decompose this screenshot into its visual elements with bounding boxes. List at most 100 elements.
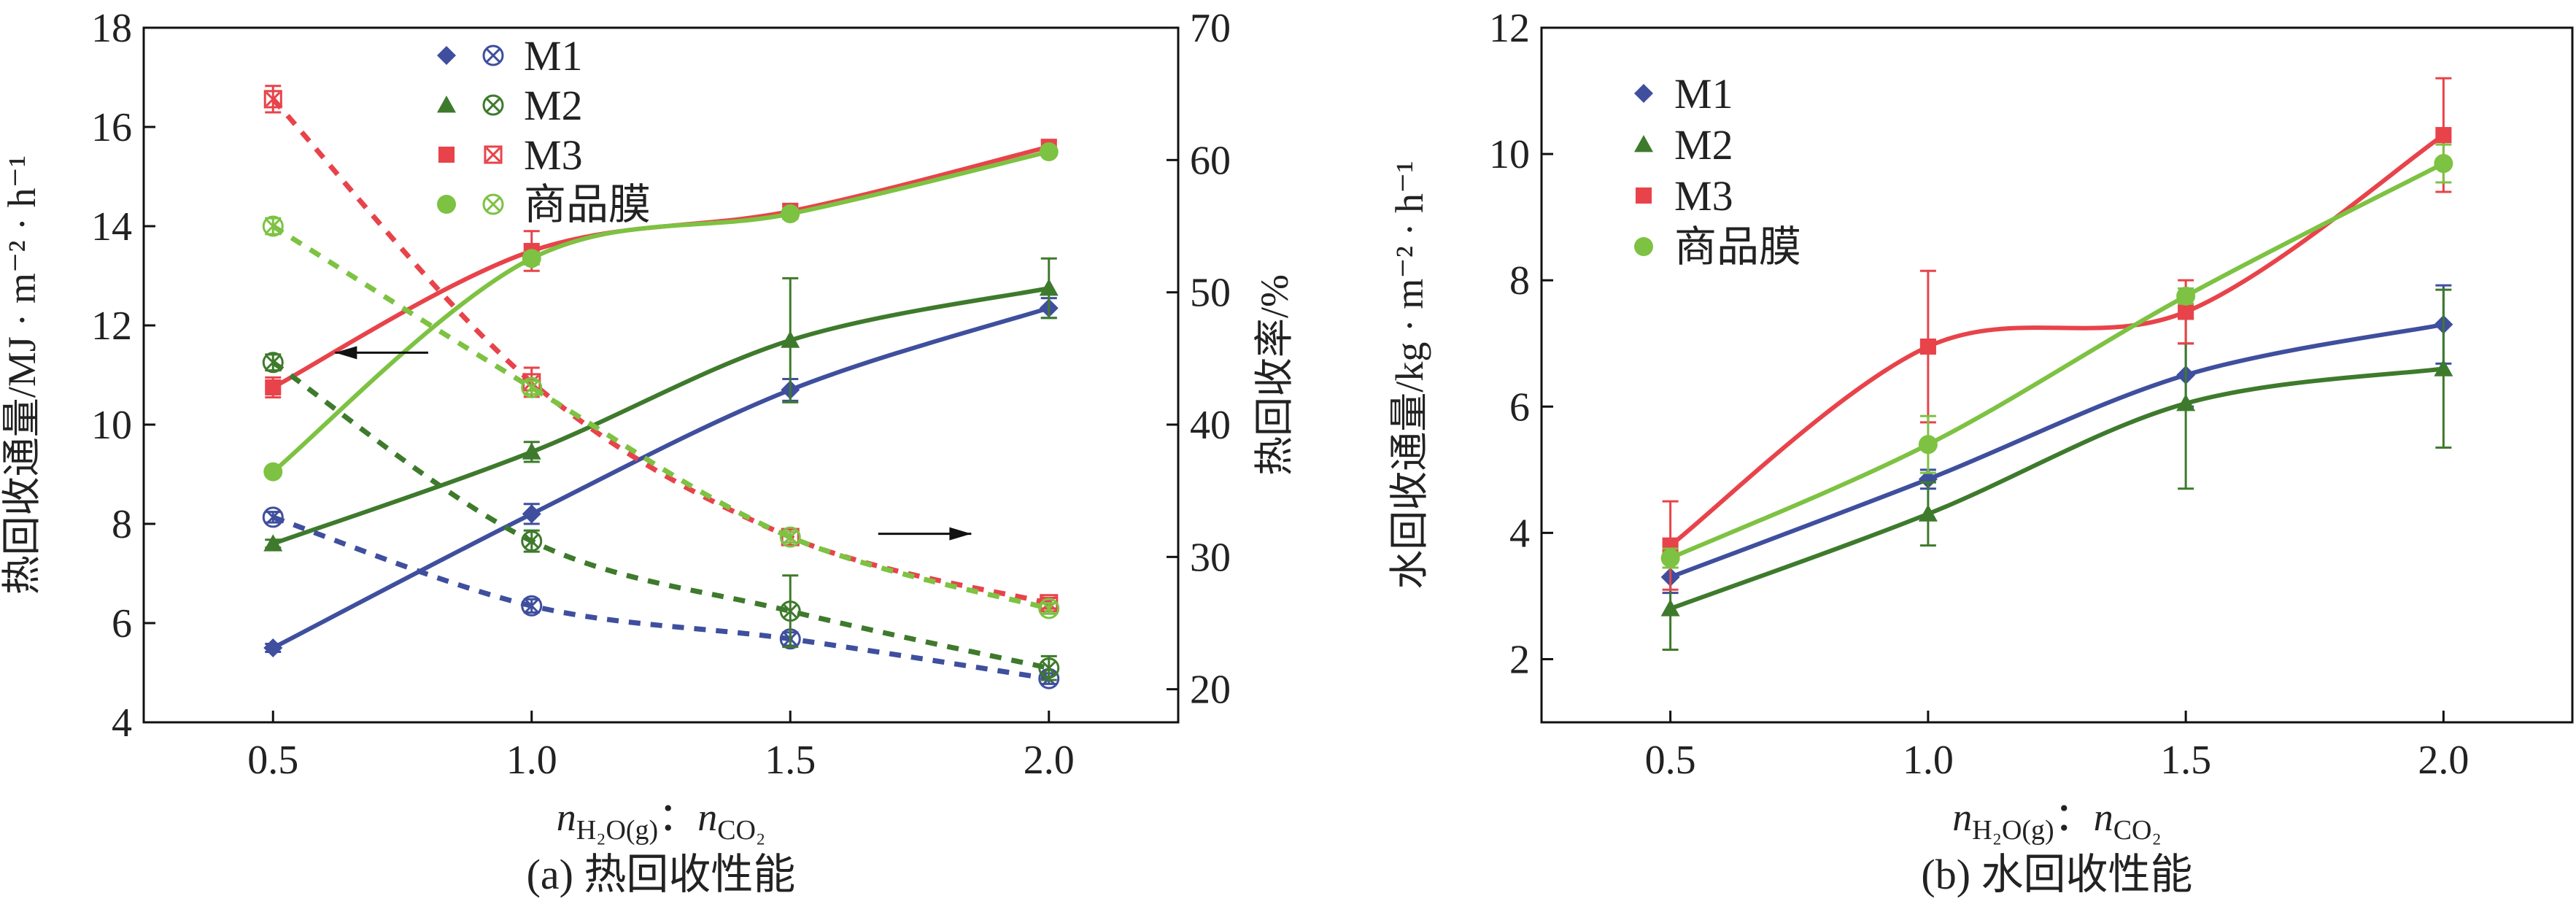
y-axis-label: 水回收通量/kg · m⁻² · h⁻¹	[1388, 161, 1431, 589]
arrow-head	[949, 527, 972, 541]
data-point	[779, 526, 801, 548]
cross	[524, 380, 539, 395]
y-tick-label: 16	[91, 105, 132, 150]
x-tick-label: 1.5	[765, 738, 816, 783]
x-tick-label: 1.0	[506, 738, 557, 783]
arrow-head	[335, 346, 357, 360]
cross	[524, 533, 539, 549]
data-point	[1038, 657, 1060, 679]
cross	[266, 509, 281, 525]
circle-outline	[482, 45, 504, 66]
legend-marker-open	[482, 94, 504, 116]
legend-marker-open	[482, 45, 504, 66]
chart-title: (a) 热回收性能	[527, 851, 796, 898]
series-line	[271, 150, 1050, 474]
data-point	[521, 376, 543, 398]
series-M2-solid	[263, 257, 1059, 552]
series-line	[271, 306, 1050, 650]
panel-heat-recovery: 0.5 1.0 1.5 2.0 4 6 8 10 12 14 16 18 20 30 40 50 60 70 热回收…	[0, 6, 1296, 898]
y2-tick-label: 70	[1190, 6, 1231, 51]
legend-label: M1	[524, 32, 583, 80]
legend-label: M2	[1674, 121, 1733, 169]
circle-outline	[262, 506, 284, 528]
x-tick-label: 0.5	[1645, 738, 1696, 783]
y-tick-label: 12	[91, 304, 132, 349]
data-point	[1918, 435, 1938, 455]
data-point	[1918, 504, 1938, 522]
circle-outline	[1038, 598, 1060, 619]
circle-outline	[482, 193, 504, 215]
series-M1-solid	[263, 297, 1059, 657]
y2-tick-label: 50	[1190, 271, 1231, 316]
circle-outline	[779, 526, 801, 548]
x-axis-label: nH₂O(g)：nCO₂	[1952, 795, 2162, 846]
data-point	[522, 504, 541, 524]
legend-marker	[1634, 135, 1653, 152]
series-line	[272, 514, 1050, 681]
data-point	[263, 534, 283, 552]
chart-title: (b) 水回收性能	[1921, 851, 2192, 898]
cross	[266, 355, 281, 370]
legend-label: 商品膜	[524, 181, 651, 228]
series-商品膜-solid	[1660, 143, 2453, 569]
legend-marker	[1634, 84, 1653, 103]
y-tick-label: 8	[112, 502, 132, 547]
series-M3-dashed	[263, 85, 1059, 613]
data-point	[2434, 154, 2453, 174]
data-point	[1919, 339, 1936, 355]
series-line	[271, 360, 1050, 671]
cross	[1041, 660, 1056, 676]
y-tick-label: 12	[1489, 6, 1530, 51]
cross	[524, 598, 539, 614]
data-point	[1039, 142, 1059, 161]
y2-tick-label: 40	[1190, 403, 1231, 448]
data-point	[522, 249, 541, 268]
y-tick-label: 6	[112, 601, 132, 646]
legend-label: M2	[524, 82, 583, 129]
data-point	[522, 442, 541, 460]
data-point	[1038, 598, 1060, 619]
arrow-left-icon	[335, 346, 428, 360]
data-point	[1660, 548, 1680, 568]
cross	[266, 218, 281, 234]
y-tick-label: 18	[91, 6, 132, 51]
series-M2-solid	[1660, 288, 2453, 651]
y2-tick-label: 60	[1190, 138, 1231, 183]
series-M2-dashed	[262, 352, 1060, 681]
data-point	[2176, 393, 2196, 411]
series-line	[1668, 133, 2445, 548]
circle-outline	[779, 600, 801, 622]
legend-marker	[437, 195, 456, 214]
data-point	[263, 462, 283, 482]
cross	[1041, 600, 1056, 617]
y-tick-label: 4	[112, 700, 132, 746]
data-point	[262, 215, 284, 237]
y-tick-label: 6	[1509, 384, 1530, 430]
data-point	[521, 595, 543, 617]
arrow-right-icon	[878, 527, 972, 541]
y-tick-label: 4	[1509, 511, 1530, 556]
x-label-sub2: CO₂	[2113, 815, 2162, 846]
legend-label: M1	[1674, 70, 1733, 117]
circle-outline	[521, 595, 543, 617]
series-line	[1669, 322, 2444, 579]
cross	[783, 529, 798, 545]
y2-axis-label: 热回收率/%	[1253, 274, 1296, 476]
y2-tick-label: 30	[1190, 535, 1231, 580]
y-tick-label: 10	[1489, 132, 1530, 177]
square-outline	[781, 528, 800, 546]
cross	[485, 147, 501, 163]
series-line	[271, 97, 1050, 606]
square-outline	[263, 90, 282, 109]
data-point	[521, 530, 543, 552]
series-line	[1669, 366, 2444, 611]
panel-water-recovery: 0.5 1.0 1.5 2.0 2 4 6 8 10 12 水回收通量/kg · m⁻² · h⁻¹…	[1388, 6, 2574, 898]
circle-outline	[521, 530, 543, 552]
cross	[266, 91, 281, 107]
data-point	[2434, 359, 2453, 376]
series-商品膜-solid	[263, 142, 1059, 482]
x-label-n2: n	[697, 795, 717, 839]
data-point	[2178, 304, 2194, 320]
legend-marker	[1635, 187, 1652, 204]
